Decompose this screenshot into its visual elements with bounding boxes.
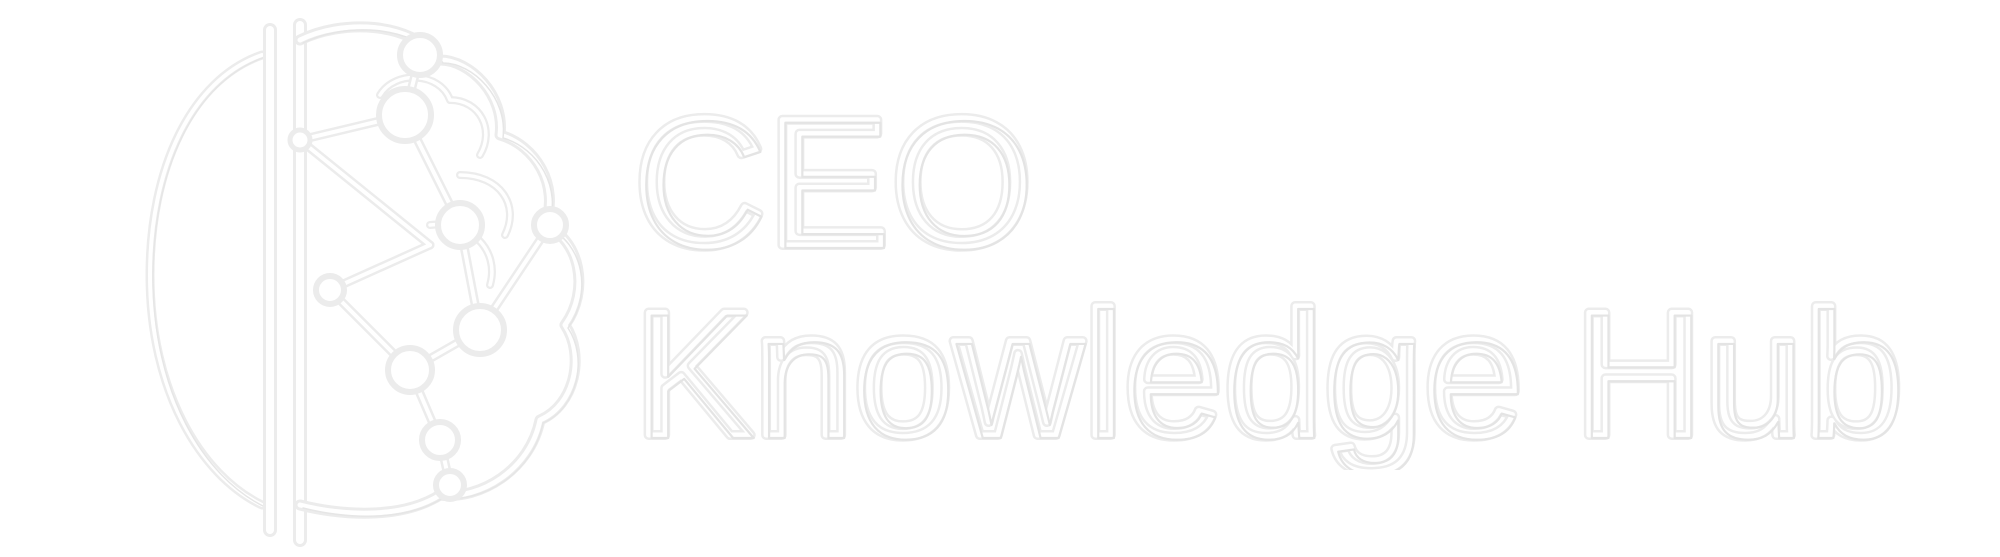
title-line1-shadow: CEO: [634, 90, 1034, 284]
title-line2-shadow: Knowledge Hub: [634, 274, 1904, 470]
title-line2: Knowledge Hub: [634, 274, 1904, 470]
title-line1-edge: CEO: [637, 90, 1037, 287]
wordmark: CEO CEO CEO Knowledge Hub Knowledge Hub …: [630, 90, 1908, 470]
title-line2-edge: Knowledge Hub: [637, 277, 1907, 470]
title-line1: CEO: [634, 90, 1034, 284]
brain-network-icon: [145, 18, 585, 547]
wordmark-line2: Knowledge Hub Knowledge Hub Knowledge Hu…: [630, 269, 1908, 470]
wordmark-line1: CEO CEO CEO: [630, 90, 1037, 289]
